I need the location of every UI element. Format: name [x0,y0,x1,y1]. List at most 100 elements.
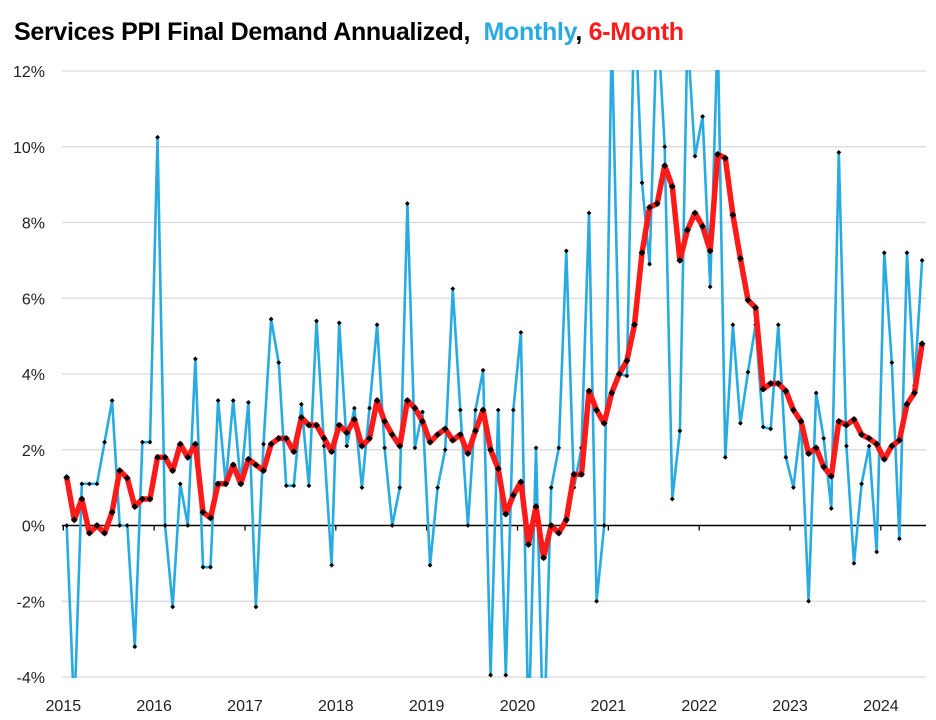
monthly-data-point [601,523,607,528]
monthly-data-point [556,445,562,451]
six-month-data-point [525,541,532,548]
monthly-data-point [109,398,115,403]
six-month-data-point [593,406,600,414]
monthly-data-point [94,481,100,487]
monthly-data-point [821,435,827,441]
monthly-data-point [253,604,259,610]
y-tick-label: 8% [22,216,45,233]
six-month-data-point [615,370,623,378]
monthly-data-point [140,439,145,445]
monthly-data-point [192,356,198,362]
monthly-data-point [208,564,213,570]
monthly-data-point [586,210,592,216]
six-month-data-point [305,421,313,429]
monthly-data-point [124,523,130,528]
monthly-data-point [669,496,675,502]
y-tick-label: 6% [22,291,45,308]
monthly-data-point [450,286,456,292]
six-month-data-point [426,438,434,446]
y-axis-labels: 12% 10% 8% 6% 4% 2% 0% -2% -4% [13,64,45,687]
six-month-data-point [108,508,116,516]
six-month-data-point [275,434,283,442]
six-month-data-point [472,427,479,435]
monthly-data-point [200,564,206,570]
six-month-data-point [479,406,487,414]
monthly-data-point [435,485,441,491]
six-month-data-point [237,480,245,488]
monthly-data-point [518,329,524,335]
six-month-data-point [328,448,336,456]
monthly-data-point [420,409,425,415]
six-month-data-point [820,463,828,471]
six-month-data-point [873,440,881,448]
six-month-data-point [63,473,71,481]
x-tick-label: 2018 [318,698,354,715]
monthly-data-point [412,445,418,451]
monthly-data-point [707,284,713,290]
title-main: Services PPI Final Demand Annualized, [14,18,484,46]
six-month-data-point [434,431,442,438]
monthly-data-point [102,439,107,445]
x-tick-label: 2021 [591,698,627,715]
monthly-data-point [760,424,766,430]
monthly-data-point [230,398,236,403]
monthly-data-point [306,483,312,489]
six-month-data-point [139,495,146,503]
six-month-data-point [744,296,752,304]
six-month-data-point [865,434,873,442]
six-month-data-point [555,529,563,537]
six-month-data-point [843,421,850,429]
monthly-data-point [245,400,251,405]
six-month-data-point [805,450,812,457]
monthly-data-point [442,447,448,453]
monthly-data-point [170,604,176,610]
six-month-data-point [169,467,177,474]
monthly-data-point [503,672,509,678]
monthly-data-point [533,445,539,451]
monthly-data-point [722,454,728,460]
monthly-data-point [117,523,123,528]
monthly-data-point [859,481,864,487]
six-month-data-point [509,491,517,499]
six-month-data-point [366,434,373,442]
monthly-data-point [329,562,335,568]
six-month-data-point [350,416,358,423]
monthly-data-point [510,407,516,413]
monthly-data-point [563,248,569,254]
six-month-data-point [578,470,585,478]
six-month-data-point [911,389,918,397]
six-month-data-point [487,446,495,454]
monthly-data-point [367,405,372,411]
six-month-data-point [502,510,510,518]
monthly-data-point [730,322,736,328]
six-month-data-point [176,440,184,448]
monthly-data-point [495,407,501,413]
y-tick-label: 10% [13,140,45,157]
six-month-data-point [752,304,759,312]
monthly-data-point [813,390,819,396]
monthly-data-point [639,180,645,186]
monthly-data-point [389,523,395,528]
x-tick-label: 2019 [409,698,445,715]
monthly-data-point [215,398,221,403]
y-tick-label: 0% [22,519,45,536]
six-month-data-point [547,522,555,529]
six-month-data-point [517,478,525,486]
monthly-data-point [473,407,478,413]
monthly-data-point [351,405,357,411]
monthly-data-point [851,560,857,566]
monthly-data-point [692,153,698,159]
monthly-data-point [828,506,834,511]
monthly-data-point [685,31,690,36]
six-month-data-point [737,255,744,262]
six-month-data-point [850,416,858,423]
six-month-data-point [638,249,646,257]
x-tick-label: 2023 [772,698,808,715]
monthly-data-point [655,12,660,17]
monthly-data-point [609,31,614,36]
six-month-data-point [903,400,911,408]
monthly-data-point [457,407,463,413]
six-month-data-point [721,154,729,162]
monthly-data-point [836,150,842,155]
six-month-data-point [600,419,608,427]
